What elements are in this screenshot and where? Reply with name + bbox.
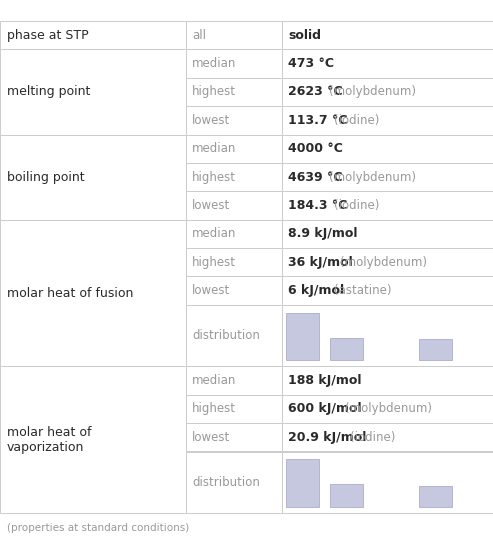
- Bar: [282, 135, 493, 163]
- Bar: [282, 305, 493, 367]
- Bar: [282, 49, 493, 78]
- Bar: [186, 276, 282, 305]
- Bar: [186, 106, 282, 135]
- Text: highest: highest: [192, 402, 236, 415]
- Bar: [282, 367, 493, 395]
- Text: 6 kJ/mol: 6 kJ/mol: [288, 284, 344, 297]
- Text: median: median: [192, 142, 236, 155]
- Text: molar heat of
vaporization: molar heat of vaporization: [7, 426, 92, 453]
- Text: (molybdenum): (molybdenum): [329, 171, 416, 184]
- Text: 8.9 kJ/mol: 8.9 kJ/mol: [288, 228, 357, 241]
- Text: lowest: lowest: [192, 114, 230, 127]
- Text: highest: highest: [192, 85, 236, 98]
- Bar: [282, 21, 493, 49]
- Text: (molybdenum): (molybdenum): [345, 402, 432, 415]
- Text: 188 kJ/mol: 188 kJ/mol: [288, 374, 361, 387]
- Bar: [286, 459, 319, 507]
- Bar: [282, 248, 493, 276]
- Text: (molybdenum): (molybdenum): [329, 85, 416, 98]
- Bar: [186, 49, 282, 78]
- Text: 113.7 °C: 113.7 °C: [288, 114, 348, 127]
- Bar: [186, 305, 282, 367]
- Text: 473 °C: 473 °C: [288, 57, 334, 70]
- Text: distribution: distribution: [192, 476, 260, 489]
- Text: solid: solid: [288, 29, 321, 42]
- Bar: [419, 485, 452, 507]
- Text: lowest: lowest: [192, 199, 230, 212]
- Bar: [282, 423, 493, 451]
- Bar: [0, 135, 186, 220]
- Text: (molybdenum): (molybdenum): [340, 256, 426, 269]
- Bar: [186, 191, 282, 220]
- Bar: [282, 395, 493, 423]
- Text: highest: highest: [192, 256, 236, 269]
- Text: lowest: lowest: [192, 431, 230, 444]
- Text: 184.3 °C: 184.3 °C: [288, 199, 348, 212]
- Bar: [282, 78, 493, 106]
- Text: (properties at standard conditions): (properties at standard conditions): [7, 523, 189, 533]
- Bar: [282, 220, 493, 248]
- Text: (iodine): (iodine): [334, 199, 380, 212]
- Bar: [286, 313, 319, 361]
- Text: highest: highest: [192, 171, 236, 184]
- Text: boiling point: boiling point: [7, 171, 85, 184]
- Bar: [186, 423, 282, 451]
- Text: 600 kJ/mol: 600 kJ/mol: [288, 402, 362, 415]
- Bar: [186, 163, 282, 191]
- Bar: [282, 163, 493, 191]
- Text: (iodine): (iodine): [351, 431, 396, 444]
- Text: molar heat of fusion: molar heat of fusion: [7, 287, 134, 300]
- Bar: [186, 220, 282, 248]
- Text: (iodine): (iodine): [334, 114, 380, 127]
- Bar: [186, 135, 282, 163]
- Bar: [330, 338, 363, 361]
- Text: 4639 °C: 4639 °C: [288, 171, 343, 184]
- Text: phase at STP: phase at STP: [7, 29, 89, 42]
- Bar: [330, 484, 363, 507]
- Text: distribution: distribution: [192, 329, 260, 342]
- Bar: [0, 21, 186, 49]
- Bar: [186, 78, 282, 106]
- Bar: [186, 21, 282, 49]
- Bar: [186, 367, 282, 395]
- Text: median: median: [192, 228, 236, 241]
- Text: (astatine): (astatine): [334, 284, 392, 297]
- Bar: [186, 395, 282, 423]
- Text: all: all: [192, 29, 206, 42]
- Bar: [282, 451, 493, 513]
- Text: melting point: melting point: [7, 85, 90, 98]
- Text: 36 kJ/mol: 36 kJ/mol: [288, 256, 353, 269]
- Text: 2623 °C: 2623 °C: [288, 85, 343, 98]
- Text: 20.9 kJ/mol: 20.9 kJ/mol: [288, 431, 366, 444]
- Text: 4000 °C: 4000 °C: [288, 142, 343, 155]
- Text: lowest: lowest: [192, 284, 230, 297]
- Text: median: median: [192, 57, 236, 70]
- Bar: [0, 367, 186, 513]
- Bar: [186, 451, 282, 513]
- Bar: [282, 276, 493, 305]
- Bar: [282, 191, 493, 220]
- Bar: [186, 248, 282, 276]
- Bar: [0, 220, 186, 367]
- Bar: [282, 106, 493, 135]
- Bar: [419, 339, 452, 361]
- Bar: [0, 49, 186, 135]
- Text: median: median: [192, 374, 236, 387]
